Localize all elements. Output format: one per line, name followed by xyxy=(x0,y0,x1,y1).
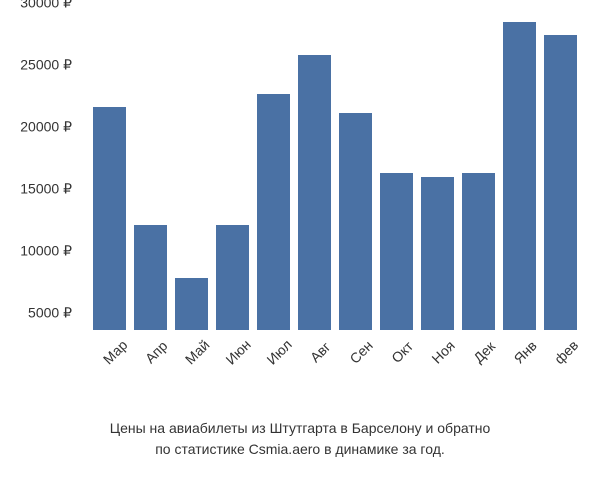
chart-container: 5000 ₽10000 ₽15000 ₽20000 ₽25000 ₽30000 … xyxy=(0,10,600,390)
caption-line-1: Цены на авиабилеты из Штутгарта в Барсел… xyxy=(0,418,600,439)
bar xyxy=(380,173,413,330)
y-tick-label: 25000 ₽ xyxy=(20,57,72,74)
bar xyxy=(339,113,372,330)
plot-area xyxy=(85,20,585,330)
bar xyxy=(503,22,536,330)
bar xyxy=(216,225,249,330)
bar xyxy=(421,177,454,330)
x-tick-label: Май xyxy=(180,335,215,370)
x-tick-label: Сен xyxy=(344,335,379,370)
y-tick-label: 10000 ₽ xyxy=(20,243,72,260)
chart-caption: Цены на авиабилеты из Штутгарта в Барсел… xyxy=(0,418,600,460)
bar xyxy=(257,94,290,330)
y-tick-label: 5000 ₽ xyxy=(28,305,72,322)
bar xyxy=(175,278,208,330)
y-tick-label: 30000 ₽ xyxy=(20,0,72,12)
x-tick-label: Ноя xyxy=(426,335,461,370)
x-tick-label: Дек xyxy=(467,335,502,370)
x-tick-label: Июл xyxy=(262,335,297,370)
caption-line-2: по статистике Csmia.aero в динамике за г… xyxy=(0,439,600,460)
y-axis: 5000 ₽10000 ₽15000 ₽20000 ₽25000 ₽30000 … xyxy=(0,20,80,330)
x-tick-label: Янв xyxy=(508,335,543,370)
y-tick-label: 20000 ₽ xyxy=(20,119,72,136)
x-tick-label: фев xyxy=(549,335,584,370)
x-tick-label: Авг xyxy=(303,335,338,370)
x-tick-label: Окт xyxy=(385,335,420,370)
bars-group xyxy=(85,20,585,330)
x-axis: МарАпрМайИюнИюлАвгСенОктНояДекЯнвфев xyxy=(85,335,585,390)
bar xyxy=(544,35,577,330)
bar xyxy=(462,173,495,330)
x-tick-label: Апр xyxy=(139,335,174,370)
bar xyxy=(134,225,167,330)
x-tick-label: Июн xyxy=(221,335,256,370)
x-tick-label: Мар xyxy=(98,335,133,370)
bar xyxy=(298,55,331,330)
bar xyxy=(93,107,126,330)
y-tick-label: 15000 ₽ xyxy=(20,181,72,198)
